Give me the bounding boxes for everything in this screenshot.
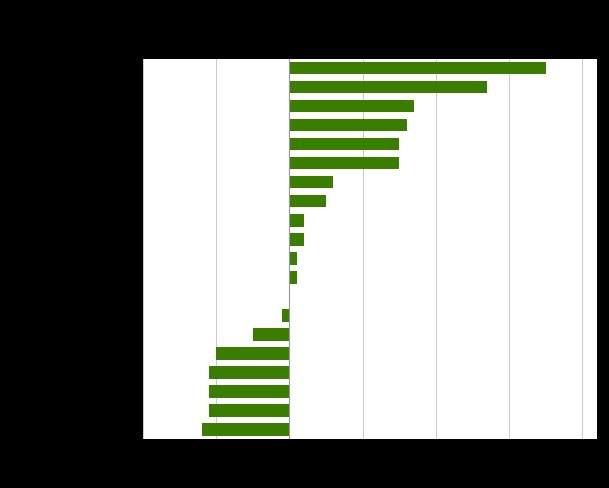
Bar [289, 214, 304, 226]
Bar [289, 252, 297, 264]
Bar [289, 119, 407, 131]
Bar [202, 424, 289, 436]
Bar [289, 176, 333, 188]
Bar [289, 138, 400, 150]
Bar [289, 81, 487, 93]
Bar [289, 100, 414, 112]
Bar [282, 309, 289, 322]
Bar [289, 233, 304, 245]
Bar [216, 347, 289, 360]
Bar [209, 366, 289, 379]
Bar [289, 157, 400, 169]
Bar [209, 405, 289, 417]
Bar [289, 271, 297, 284]
Bar [289, 195, 326, 207]
Bar [289, 62, 546, 74]
Bar [209, 386, 289, 398]
Bar [253, 328, 289, 341]
